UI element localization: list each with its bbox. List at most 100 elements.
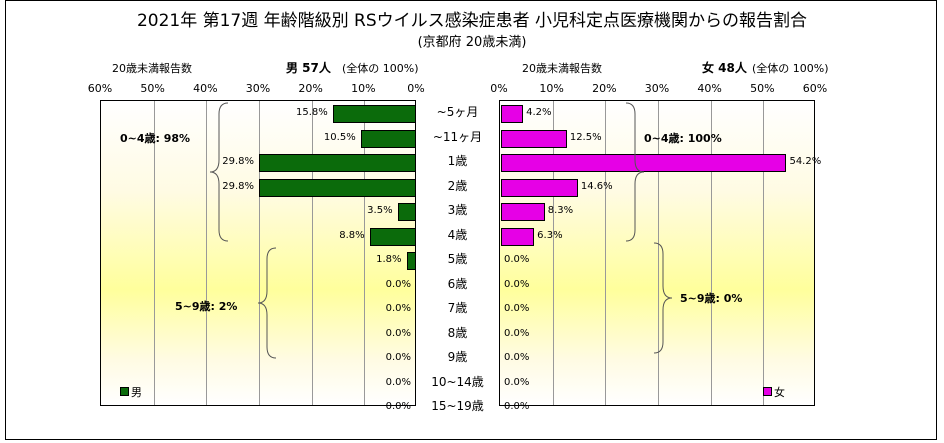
age-label: 2歳	[447, 178, 468, 193]
male-bar	[369, 227, 416, 246]
male-axis-label: 20歳未満報告数	[112, 62, 192, 75]
female-legend-label: 女	[774, 386, 785, 399]
female-brace-0-4	[625, 102, 645, 242]
female-legend-swatch	[763, 387, 772, 396]
male-gridline	[153, 101, 155, 405]
male-tick-label: 10%	[351, 82, 376, 95]
female-value-label: 6.3%	[537, 229, 563, 241]
male-value-label: 3.5%	[367, 205, 393, 217]
male-total: 男 57人	[286, 61, 331, 75]
male-value-label: 29.8%	[222, 180, 255, 192]
chart-title: 2021年 第17週 年齢階級別 RSウイルス感染症患者 小児科定点医療機関から…	[136, 11, 808, 31]
male-group-5-9: 5~9歳: 2%	[175, 300, 238, 313]
male-value-label: 0.0%	[385, 352, 411, 364]
male-value-label: 8.8%	[339, 229, 365, 241]
female-tick-label: 20%	[592, 82, 617, 95]
age-label: 8歳	[447, 325, 468, 340]
male-bar	[397, 203, 416, 222]
male-gridline	[364, 101, 366, 405]
male-tick-label: 40%	[193, 82, 218, 95]
chart-subtitle: (京都府 20歳未満)	[417, 35, 527, 50]
female-bar	[501, 105, 524, 124]
age-label: 6歳	[447, 276, 468, 291]
male-gridline	[206, 101, 208, 405]
female-axis-label: 20歳未満報告数	[522, 62, 602, 75]
age-label: 4歳	[447, 227, 468, 242]
female-gridline	[763, 101, 765, 405]
female-tick-label: 30%	[644, 82, 670, 95]
female-bar	[501, 178, 578, 197]
male-brace-0-4	[209, 102, 229, 242]
male-tick-label: 50%	[140, 82, 165, 95]
male-bar	[259, 154, 416, 173]
male-legend-label: 男	[131, 386, 142, 399]
male-tick-label: 30%	[245, 82, 271, 95]
female-bar	[501, 203, 545, 222]
female-value-label: 0.0%	[504, 376, 530, 388]
male-gridline	[259, 101, 260, 405]
age-label: 3歳	[447, 203, 468, 217]
male-value-label: 1.8%	[376, 254, 402, 266]
female-tick-label: 50%	[750, 82, 775, 95]
female-gridline	[552, 101, 554, 405]
male-bar	[259, 178, 416, 197]
female-brace-5-9	[653, 242, 673, 354]
male-value-label: 0.0%	[385, 376, 411, 388]
male-group-0-4: 0~4歳: 98%	[120, 132, 191, 145]
male-bar	[360, 129, 416, 148]
female-gridline	[605, 101, 607, 405]
female-value-label: 14.6%	[580, 180, 613, 192]
female-total: 女 48人	[702, 61, 747, 75]
male-bar	[406, 252, 416, 271]
male-brace-5-9	[257, 247, 277, 359]
male-gridline	[311, 101, 313, 405]
age-label: 1歳	[447, 154, 468, 168]
male-value-label: 0.0%	[385, 303, 411, 315]
male-value-label: 29.8%	[222, 156, 255, 168]
female-tick-label: 0%	[490, 82, 508, 95]
age-label: 9歳	[447, 350, 468, 364]
female-bar	[501, 129, 567, 148]
female-plot-area	[499, 100, 815, 406]
female-value-label: 0.0%	[504, 254, 530, 266]
male-value-label: 0.0%	[385, 401, 411, 413]
female-bar	[501, 227, 535, 246]
female-value-label: 8.3%	[547, 205, 574, 217]
male-value-label: 15.8%	[296, 107, 328, 119]
male-bar	[332, 105, 416, 124]
female-group-0-4: 0~4歳: 100%	[644, 132, 722, 145]
male-plot-area	[100, 100, 416, 406]
female-value-label: 0.0%	[504, 278, 530, 290]
female-tick-label: 10%	[539, 82, 564, 95]
age-label: 7歳	[447, 301, 468, 315]
male-tick-label: 60%	[87, 82, 113, 95]
male-value-label: 10.5%	[323, 131, 356, 143]
female-value-label: 0.0%	[504, 303, 530, 315]
male-legend-swatch	[120, 387, 129, 396]
female-value-label: 0.0%	[504, 352, 530, 364]
age-label: 15~19歳	[431, 399, 484, 413]
female-gridline	[658, 101, 659, 405]
male-value-label: 0.0%	[385, 278, 411, 290]
age-label: 5歳	[447, 252, 468, 266]
female-legend: 女	[763, 384, 785, 400]
female-note: (全体の 100%)	[752, 62, 829, 75]
female-group-5-9: 5~9歳: 0%	[680, 292, 743, 305]
female-value-label: 0.0%	[504, 327, 530, 339]
male-note: (全体の 100%)	[342, 62, 419, 75]
female-gridline	[710, 101, 712, 405]
age-label: ~5ヶ月	[436, 105, 479, 119]
female-value-label: 12.5%	[569, 131, 602, 143]
female-value-label: 0.0%	[504, 401, 530, 413]
female-tick-label: 40%	[697, 82, 722, 95]
female-value-label: 4.2%	[526, 107, 552, 119]
age-label: ~11ヶ月	[432, 129, 483, 144]
male-tick-label: 20%	[298, 82, 323, 95]
male-tick-label: 0%	[407, 82, 425, 95]
female-tick-label: 60%	[802, 82, 828, 95]
female-value-label: 54.2%	[789, 156, 822, 168]
male-value-label: 0.0%	[385, 327, 411, 339]
age-label: 10~14歳	[431, 374, 484, 389]
male-legend: 男	[120, 384, 142, 400]
